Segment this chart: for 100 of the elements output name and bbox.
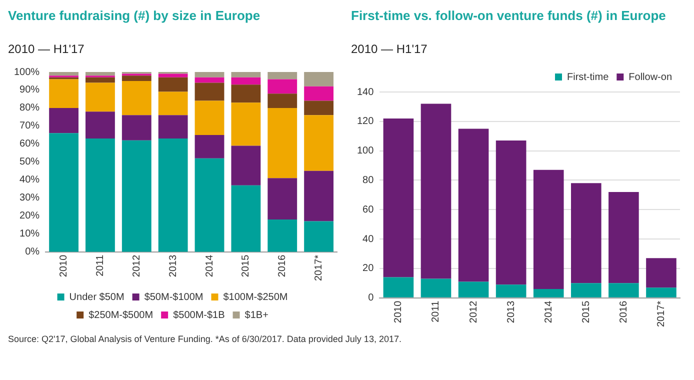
x-tick-label: 2017* [314,254,325,282]
x-tick-label: 2013 [506,300,517,324]
bar [194,72,224,78]
bar [122,140,152,252]
x-tick-label: 2017* [656,300,667,328]
y-tick-label: 40 [362,234,374,245]
bar [304,221,334,252]
bar [158,77,188,92]
x-tick-label: 2010 [393,300,404,324]
bar [231,84,261,103]
chart-title: Venture fundraising (#) by size in Europe [8,8,262,25]
bar [49,79,78,108]
chart-subtitle: 2010 — H1'17 [8,42,86,56]
legend-label: Under $50M [69,292,124,303]
x-tick-label: 2012 [131,254,142,278]
bar [268,219,298,252]
bar [86,138,115,252]
bar [420,278,452,298]
bar [533,289,564,298]
bar [231,185,261,252]
bar [86,82,115,112]
y-tick-label: 60% [20,138,40,150]
bar [194,82,224,101]
x-tick-label: 2011 [94,254,106,276]
bar [194,158,224,252]
y-tick-label: 20% [20,210,40,222]
bar [268,178,298,220]
y-tick-label: 30% [20,192,40,204]
bar [304,170,334,222]
chart-subtitle: 2010 — H1'17 [351,42,428,56]
x-tick-label: 2014 [204,254,216,278]
bar [49,72,78,76]
bar [158,115,188,139]
bar [458,282,489,298]
y-tick-label: 20 [362,263,374,274]
bar [304,115,334,171]
bar [231,102,261,146]
y-tick-label: 40% [20,174,40,186]
x-tick-label: 2012 [468,300,480,324]
bar [194,134,224,158]
x-tick-label: 2016 [277,254,288,278]
legend-label: $500M-$1B [173,310,226,321]
x-tick-label: 2013 [168,254,179,278]
bar [194,100,224,135]
bar [458,128,489,282]
bar [496,284,526,298]
x-tick-label: 2015 [240,254,252,278]
bar [608,283,639,298]
y-tick-label: 0 [368,292,374,304]
bar [304,86,334,101]
bar [268,94,298,108]
bar [383,277,414,298]
bar [158,74,188,78]
legend-label: Follow-on [628,72,672,83]
bar [231,146,261,186]
x-tick-label: 2014 [543,300,554,324]
bar [304,72,334,86]
bar [533,170,564,290]
x-tick-label: 2016 [618,300,630,324]
y-tick-label: 60 [362,204,374,216]
bar [646,258,676,288]
y-tick-label: 100 [356,146,374,157]
bar [496,140,526,285]
y-tick-label: 0% [25,246,40,258]
y-tick-label: 70% [20,120,40,132]
legend-label: $100M-$250M [223,292,288,303]
bar [231,77,261,85]
bar [86,112,115,139]
bar [304,100,334,116]
x-tick-label: 2011 [430,300,442,322]
bar [570,183,602,284]
bar [122,76,152,81]
bar [158,138,188,252]
bar [49,108,78,134]
y-tick-label: 80 [362,174,374,186]
bar [158,92,188,116]
bar [49,133,78,252]
y-tick-label: 140 [356,86,374,98]
y-tick-label: 10% [20,228,40,240]
bar [646,288,676,298]
source-note: Source: Q2'17, Global Analysis of Venture Funding. *As of 6/30/2017. Data provided July 13, 2017. [8,334,402,344]
y-tick-label: 80% [20,102,40,114]
y-tick-label: 100% [14,66,40,78]
bar [86,72,115,76]
bar [122,80,152,116]
y-tick-label: 50% [20,156,40,168]
legend-label: $250M-$500M [88,310,154,321]
bar [420,104,452,279]
bar [268,72,298,80]
bar [268,108,298,178]
legend-label: $50M-$100M [144,292,204,303]
x-tick-label: 2015 [580,300,592,324]
x-tick-label: 2010 [58,254,70,278]
bar [231,72,261,78]
y-tick-label: 120 [356,116,374,128]
legend-label: $1B+ [244,310,269,321]
bar [86,77,115,83]
y-tick-label: 90% [20,84,40,96]
chart-title: First-time vs. follow-on venture funds (#) in Europe [351,8,667,25]
bar [122,115,152,140]
